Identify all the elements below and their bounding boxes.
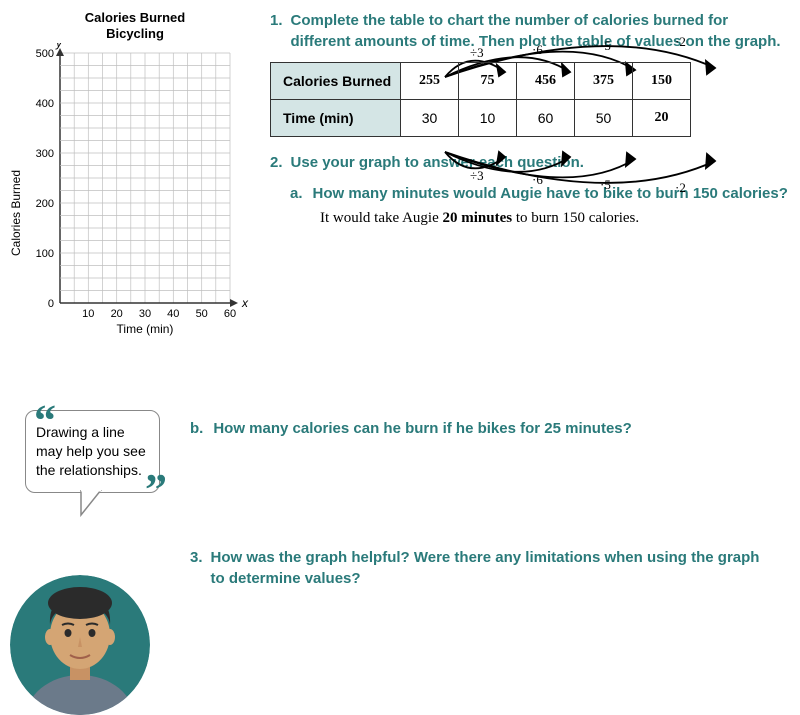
table-row: Calories Burned 255 75 456 375 150 xyxy=(271,63,691,100)
question-2a: a. How many minutes would Augie have to … xyxy=(290,185,790,227)
avatar xyxy=(10,575,150,715)
chart-title-line1: Calories Burned xyxy=(85,10,185,25)
svg-text:50: 50 xyxy=(196,308,208,320)
bottom-questions: b. How many calories can he burn if he b… xyxy=(190,420,770,599)
quote-open-icon: “ xyxy=(34,391,56,450)
row1-header: Calories Burned xyxy=(271,63,401,100)
y-letter: y xyxy=(55,43,63,50)
table-row: Time (min) 30 10 60 50 20 xyxy=(271,100,691,137)
svg-text:300: 300 xyxy=(36,148,54,160)
q2a-label: a. xyxy=(290,185,303,202)
q2b-label: b. xyxy=(190,420,203,437)
question-1: 1. Complete the table to chart the numbe… xyxy=(270,10,790,52)
cell: 375 xyxy=(575,63,633,100)
svg-text:40: 40 xyxy=(167,308,179,320)
cell: 10 xyxy=(459,100,517,137)
svg-text:200: 200 xyxy=(36,198,54,210)
q3-text: How was the graph helpful? Were there an… xyxy=(211,547,770,589)
q2a-text: How many minutes would Augie have to bik… xyxy=(313,185,788,202)
speech-tail-icon xyxy=(76,490,116,520)
q2-text: Use your graph to answer each question. xyxy=(291,152,584,173)
cell: 255 xyxy=(401,63,459,100)
table-wrap: ÷3 ·6 ·5 ·2 ÷3 ·6 ·5 ·2 Calories Burned … xyxy=(270,62,790,137)
chart-title-line2: Bicycling xyxy=(106,26,164,41)
svg-text:60: 60 xyxy=(224,308,236,320)
right-panel: 1. Complete the table to chart the numbe… xyxy=(270,10,790,227)
question-2b: b. How many calories can he burn if he b… xyxy=(190,420,770,437)
chart-svg: Calories Burned xyxy=(10,43,260,353)
q3-num: 3. xyxy=(190,547,203,589)
cell: 60 xyxy=(517,100,575,137)
chart-title: Calories Burned Bicycling xyxy=(10,10,260,41)
cell: 50 xyxy=(575,100,633,137)
svg-text:30: 30 xyxy=(139,308,151,320)
question-3: 3. How was the graph helpful? Were there… xyxy=(190,547,770,589)
svg-text:400: 400 xyxy=(36,98,54,110)
x-axis-label: Time (min) xyxy=(117,322,174,336)
x-letter: x xyxy=(241,296,249,310)
y-axis-label: Calories Burned xyxy=(10,170,23,256)
svg-text:0: 0 xyxy=(48,298,54,310)
data-table: Calories Burned 255 75 456 375 150 Time … xyxy=(270,62,691,137)
q2-num: 2. xyxy=(270,152,283,173)
svg-text:100: 100 xyxy=(36,248,54,260)
svg-text:10: 10 xyxy=(82,308,94,320)
speech-bubble: “ Drawing a line may help you see the re… xyxy=(25,410,160,493)
q1-num: 1. xyxy=(270,10,283,52)
cell: 30 xyxy=(401,100,459,137)
row2-header: Time (min) xyxy=(271,100,401,137)
q2b-text: How many calories can he burn if he bike… xyxy=(213,420,631,437)
cell: 150 xyxy=(633,63,691,100)
question-2: 2. Use your graph to answer each questio… xyxy=(270,152,790,173)
svg-text:500: 500 xyxy=(36,48,54,60)
cell: 456 xyxy=(517,63,575,100)
q1-text: Complete the table to chart the number o… xyxy=(291,10,790,52)
cell: 75 xyxy=(459,63,517,100)
quote-close-icon: ” xyxy=(145,460,167,519)
svg-text:20: 20 xyxy=(111,308,123,320)
q2a-answer: It would take Augie 20 minutes to burn 1… xyxy=(320,210,790,227)
cell: 20 xyxy=(633,100,691,137)
chart-panel: Calories Burned Bicycling Calories Burne… xyxy=(10,10,260,350)
